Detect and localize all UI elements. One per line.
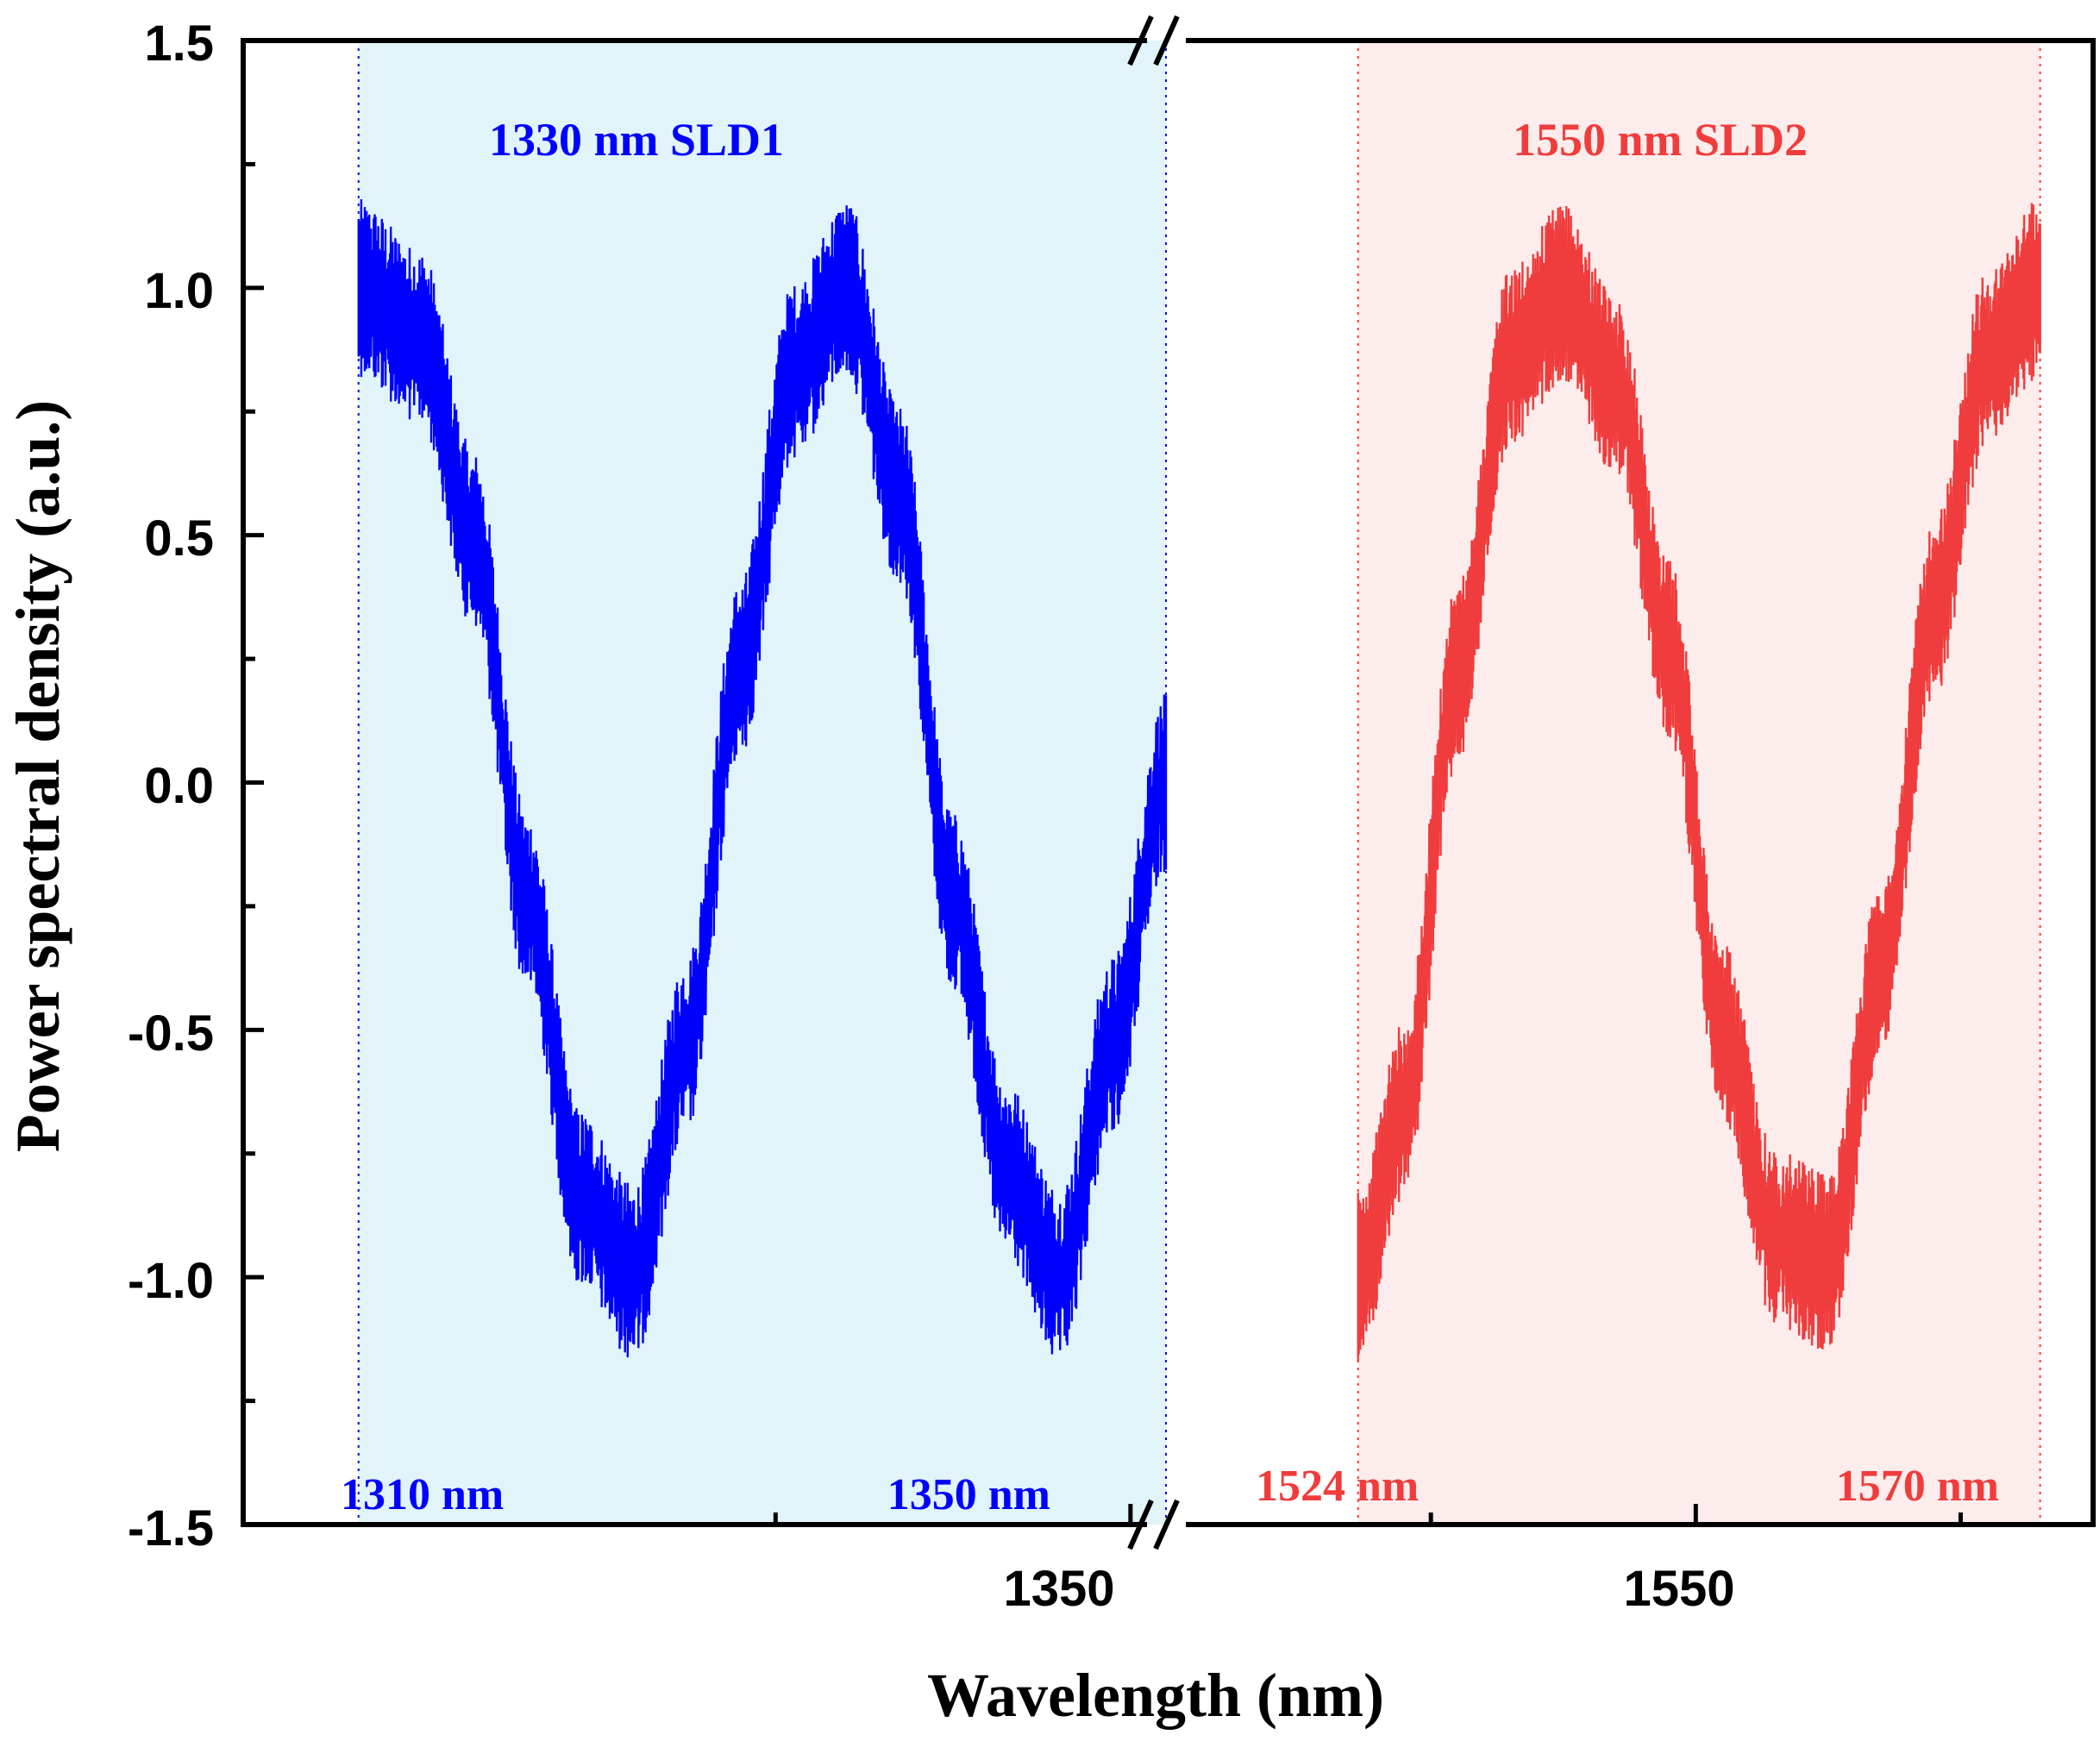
series-label-sld1: 1330 nm SLD1 (489, 114, 784, 166)
y-tick-label: 1.5 (144, 16, 214, 72)
series-label-sld2: 1550 nm SLD2 (1513, 114, 1808, 166)
series-line-1 (357, 199, 1168, 1358)
y-axis-title: Power spectral density (a.u.) (3, 400, 72, 1153)
y-tick-label: 0.5 (144, 510, 214, 567)
axis-break-mark (1153, 15, 1180, 66)
axis-ticks (243, 38, 1963, 1527)
y-tick-label: -0.5 (128, 1005, 214, 1062)
y-tick-label: 0.0 (144, 758, 214, 814)
series-layer (357, 199, 2041, 1362)
shaded-range-2 (1357, 41, 2040, 1525)
x-tick-label: 1550 (1623, 1561, 1734, 1617)
x-axis-title: Wavelength (nm) (927, 1661, 1384, 1730)
y-tick-label: -1.5 (128, 1500, 214, 1556)
axis-break-mark (1127, 1499, 1154, 1550)
range-end-label-sld1: 1350 nm (887, 1470, 1050, 1519)
x-tick-label: 1350 (1003, 1561, 1114, 1617)
y-tick-label: 1.0 (144, 263, 214, 319)
shaded-ranges (357, 41, 2041, 1525)
axis-break-mark (1127, 15, 1154, 66)
range-end-label-sld2: 1570 nm (1836, 1462, 1999, 1511)
range-start-label-sld2: 1524 nm (1256, 1462, 1419, 1511)
y-tick-label: -1.0 (128, 1253, 214, 1309)
range-start-label-sld1: 1310 nm (341, 1470, 504, 1519)
series-line-2 (1357, 203, 2041, 1362)
axis-break-mark (1153, 1499, 1180, 1550)
